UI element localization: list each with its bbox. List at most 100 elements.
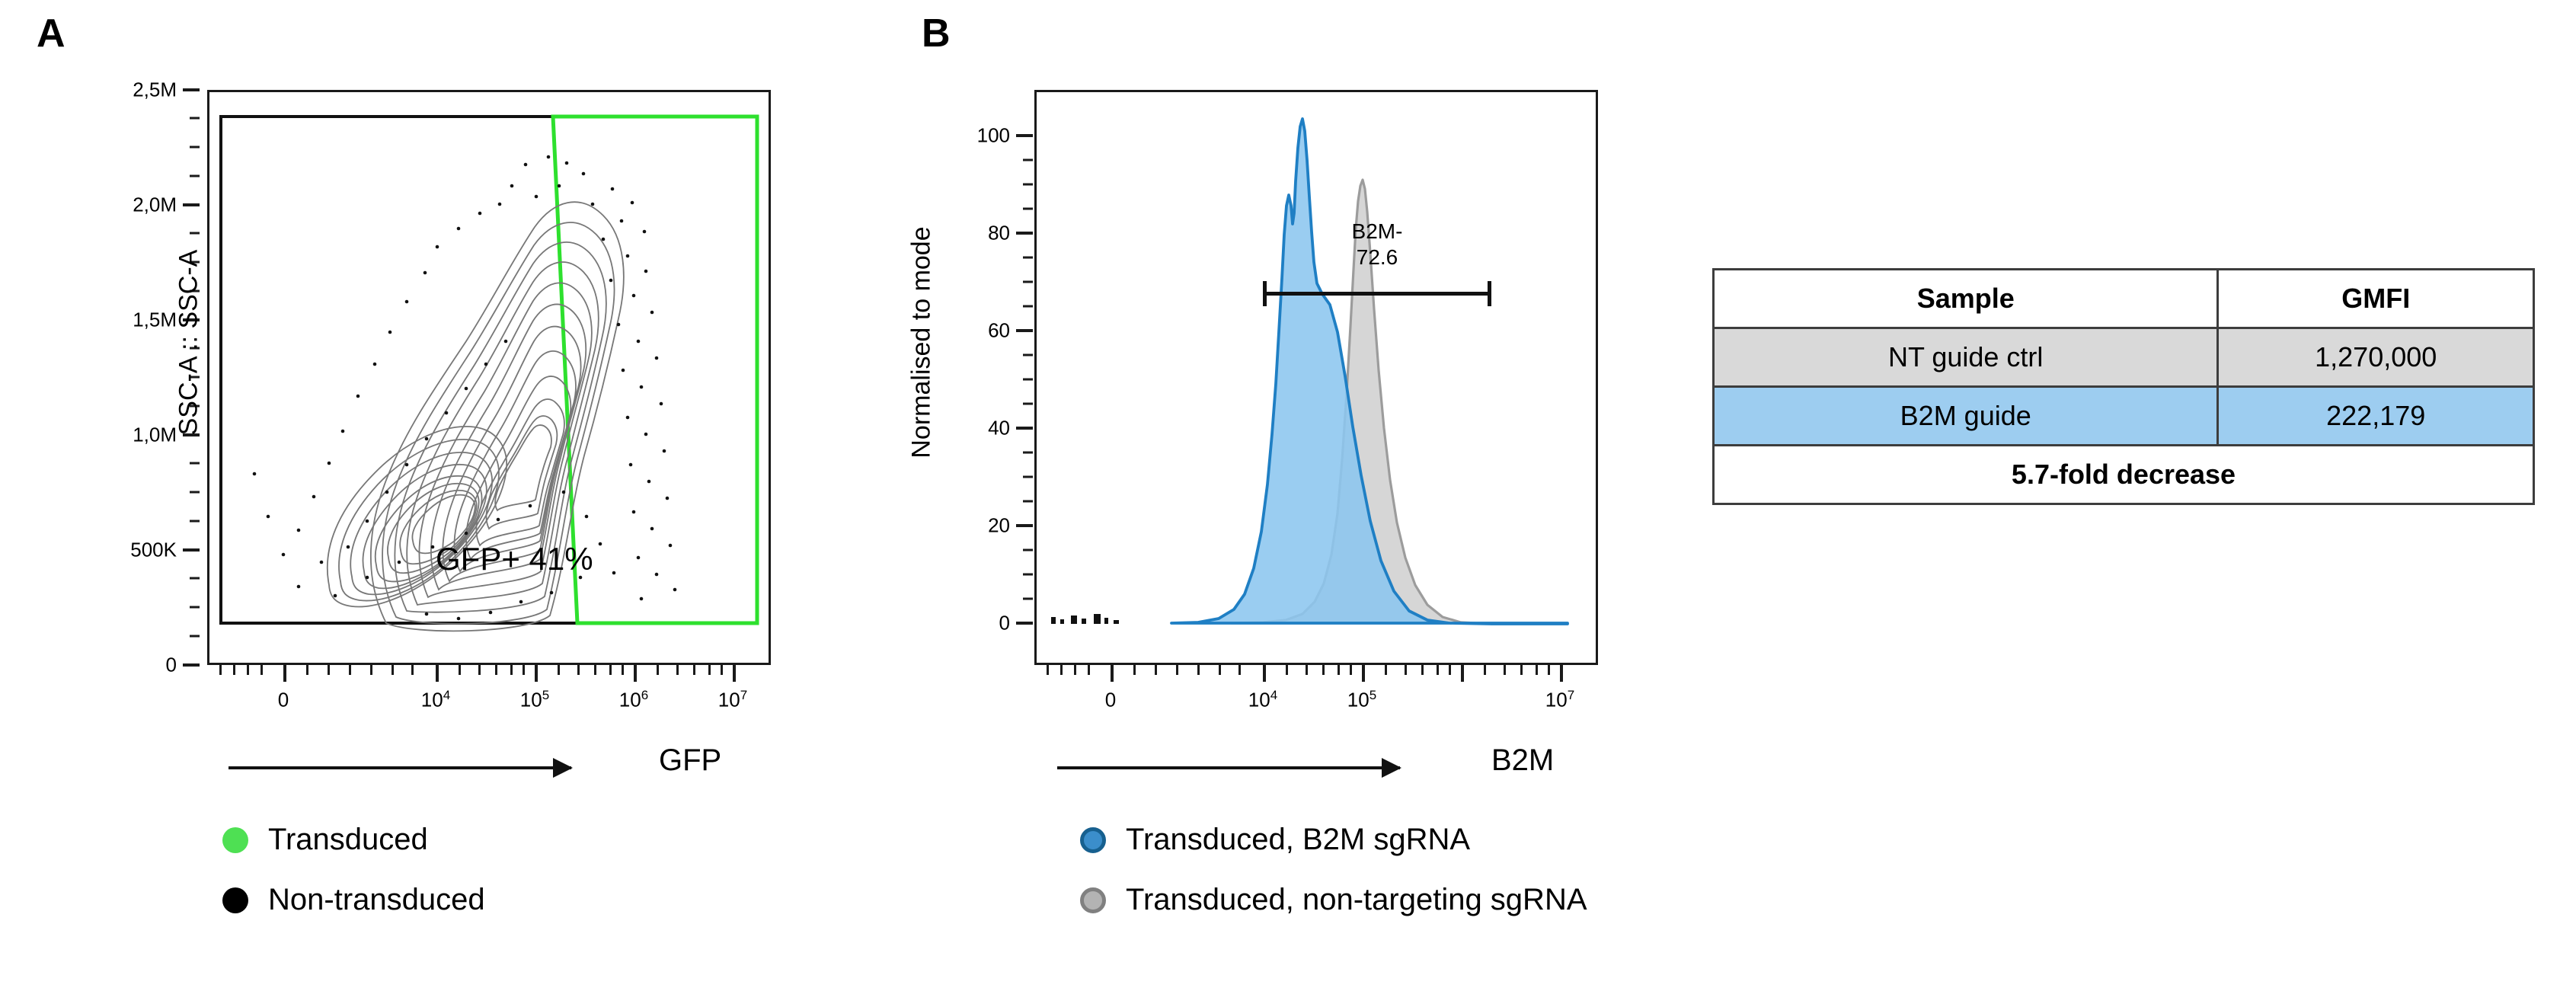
panel-a-letter: A — [37, 11, 66, 56]
y-tick-major — [183, 433, 200, 436]
gate-bar — [1263, 292, 1491, 296]
panel-b-histogram — [1051, 117, 1569, 625]
x-tick-label: 104 — [420, 688, 451, 711]
cell-sample: B2M guide — [1711, 385, 2220, 446]
fold-decrease-text: 5.7-fold decrease — [1712, 444, 2535, 505]
x-tick-label: 0 — [277, 688, 289, 711]
x-tick-label: 105 — [519, 688, 550, 711]
table-header-sample: Sample — [1711, 268, 2220, 329]
y-tick-label: 1,5M — [133, 308, 177, 331]
y-tick-minor — [190, 520, 200, 523]
x-tick-major — [283, 665, 286, 682]
x-tick-label: 107 — [1545, 688, 1575, 711]
y-tick-label: 0 — [999, 611, 1010, 635]
panel-a-plot-area: GFP+ 41% — [207, 90, 771, 665]
y-tick-minor — [190, 491, 200, 494]
y-tick-major — [1016, 427, 1033, 430]
y-tick-minor — [190, 577, 200, 580]
y-tick-major — [1016, 232, 1033, 235]
gate-cap-left — [1263, 281, 1267, 306]
x-tick-major — [436, 665, 439, 682]
y-tick-label: 40 — [988, 416, 1010, 440]
table-footer-row: 5.7-fold decrease — [1712, 444, 2535, 505]
x-tick-major — [634, 665, 637, 682]
legend-label: Transduced — [268, 823, 428, 856]
x-tick-label: 0 — [1104, 688, 1117, 711]
y-tick-minor — [190, 347, 200, 350]
legend-item-non-transduced: Non-transduced — [222, 883, 485, 917]
gate-label: B2M- 72.6 — [1352, 219, 1403, 270]
scatter-points — [252, 155, 677, 621]
y-tick-minor — [190, 174, 200, 177]
gmfi-table: Sample GMFI NT guide ctrl 1,270,000 B2M … — [1711, 268, 2535, 505]
x-tick-label: 105 — [1347, 688, 1377, 711]
x-tick-label: 107 — [718, 688, 748, 711]
panel-b-y-axis-title: Normalised to mode — [906, 226, 936, 459]
table-row: B2M guide 222,179 — [1711, 385, 2535, 446]
y-tick-major — [183, 663, 200, 667]
y-tick-major — [1016, 524, 1033, 527]
legend-item-transduced: Transduced — [222, 823, 485, 857]
panel-b-y-axis: 100 80 60 40 20 0 — [944, 90, 1033, 665]
y-tick-major — [183, 203, 200, 206]
panel-b-legend: Transduced, B2M sgRNA Transduced, non-ta… — [1080, 823, 1587, 943]
gate-name: B2M- — [1351, 219, 1403, 243]
y-tick-label: 20 — [988, 513, 1010, 537]
x-tick-major — [733, 665, 736, 682]
gate-value: 72.6 — [1356, 245, 1398, 270]
panel-b-letter: B — [922, 11, 951, 56]
panel-a-legend: Transduced Non-transduced — [222, 823, 485, 943]
y-tick-label: 2,5M — [133, 78, 177, 101]
legend-label: Transduced, B2M sgRNA — [1126, 823, 1471, 856]
contour-lines — [369, 201, 625, 632]
cell-sample: NT guide ctrl — [1711, 327, 2220, 388]
y-tick-minor — [190, 261, 200, 264]
panel-a-x-axis-arrow-icon — [229, 758, 573, 778]
y-tick-minor — [190, 232, 200, 235]
panel-a-plot-frame — [207, 90, 771, 665]
y-tick-label: 1,0M — [133, 423, 177, 446]
x-tick-label: 106 — [618, 688, 649, 711]
legend-label: Non-transduced — [268, 883, 485, 916]
y-tick-label: 80 — [988, 221, 1010, 245]
legend-dot-grey-icon — [1080, 887, 1106, 913]
y-tick-major — [1016, 134, 1033, 137]
legend-label: Transduced, non-targeting sgRNA — [1126, 883, 1587, 916]
panel-a-y-axis-title: SSC-A :: SSC-A — [174, 249, 203, 436]
y-tick-label: 100 — [976, 123, 1010, 147]
panel-b-x-axis-title: B2M — [1491, 743, 1555, 777]
y-tick-minor — [190, 145, 200, 149]
histogram-b2m-sgrna[interactable] — [1170, 117, 1569, 625]
table-row: NT guide ctrl 1,270,000 — [1711, 327, 2535, 388]
y-tick-major — [183, 88, 200, 91]
y-tick-major — [1016, 622, 1033, 625]
cell-gmfi: 222,179 — [2216, 385, 2535, 446]
y-tick-major — [183, 318, 200, 321]
panel-b-x-axis: 0 104 105 107 — [1034, 665, 1598, 749]
panel-a: A 2,5M 2,0M 1,5M 1,0M 500K 0 SSC-A :: SS… — [0, 0, 853, 988]
panel-a-x-axis-title: GFP — [659, 743, 722, 777]
y-tick-label: 500K — [130, 538, 177, 561]
y-tick-minor — [190, 117, 200, 120]
y-tick-label: 2,0M — [133, 193, 177, 216]
legend-dot-green-icon — [222, 827, 248, 853]
panel-a-x-axis: 0 104 105 106 107 — [207, 665, 771, 749]
panel-b-x-axis-arrow-icon — [1057, 758, 1401, 778]
contour-lines-secondary — [326, 426, 507, 608]
legend-item-b2m-sgrna: Transduced, B2M sgRNA — [1080, 823, 1587, 857]
y-tick-minor — [190, 606, 200, 609]
panel-b: B 100 80 60 40 20 0 Normalised to mode — [861, 0, 1668, 988]
panel-b-plot-area: B2M- 72.6 — [1034, 90, 1598, 665]
y-tick-minor — [190, 376, 200, 379]
y-tick-minor — [190, 289, 200, 293]
gfp-positive-label: GFP+ 41% — [436, 541, 593, 577]
legend-item-non-targeting-sgrna: Transduced, non-targeting sgRNA — [1080, 883, 1587, 917]
x-tick-label: 104 — [1248, 688, 1278, 711]
cell-gmfi: 1,270,000 — [2216, 327, 2535, 388]
table-header-gmfi: GMFI — [2216, 268, 2535, 329]
gate-cap-right — [1488, 281, 1491, 306]
baseline-noise — [1051, 614, 1119, 624]
y-tick-major — [1016, 329, 1033, 332]
x-tick-major — [1461, 665, 1464, 682]
legend-dot-blue-icon — [1080, 827, 1106, 853]
